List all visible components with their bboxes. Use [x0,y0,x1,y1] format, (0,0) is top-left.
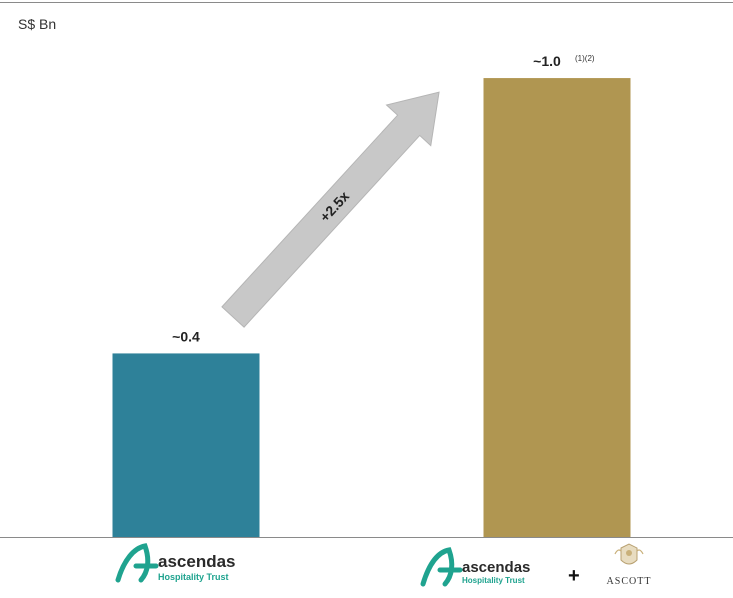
growth-arrow-shape [221,91,440,328]
plus-sign: + [568,565,580,587]
data-label-bar-2: ~1.0 [533,53,561,69]
data-label-bar-1: ~0.4 [172,328,200,344]
category-logo-combined: ascendas Hospitality Trust + ASCOTT [420,543,652,587]
category-logo-ascendas: ascendas Hospitality Trust [115,543,236,583]
ascendas-logo-icon [420,547,463,587]
logo-subtitle: Hospitality Trust [158,572,229,582]
growth-arrow: +2.5x [221,91,440,328]
bar-combined-portfolio [483,78,631,538]
ascott-crest-icon [614,543,644,565]
ascott-wordmark: ASCOTT [607,576,652,587]
top-divider [0,2,733,3]
logo-wordmark: ascendas [462,559,530,576]
footnote-marker-bar-2: (1)(2) [575,54,595,63]
logo-wordmark: ascendas [158,552,236,571]
ascendas-logo-icon [115,543,159,583]
logo-subtitle: Hospitality Trust [462,576,525,585]
bar-ascendas-hospitality-trust [112,353,260,537]
unit-label: S$ Bn [18,16,57,32]
